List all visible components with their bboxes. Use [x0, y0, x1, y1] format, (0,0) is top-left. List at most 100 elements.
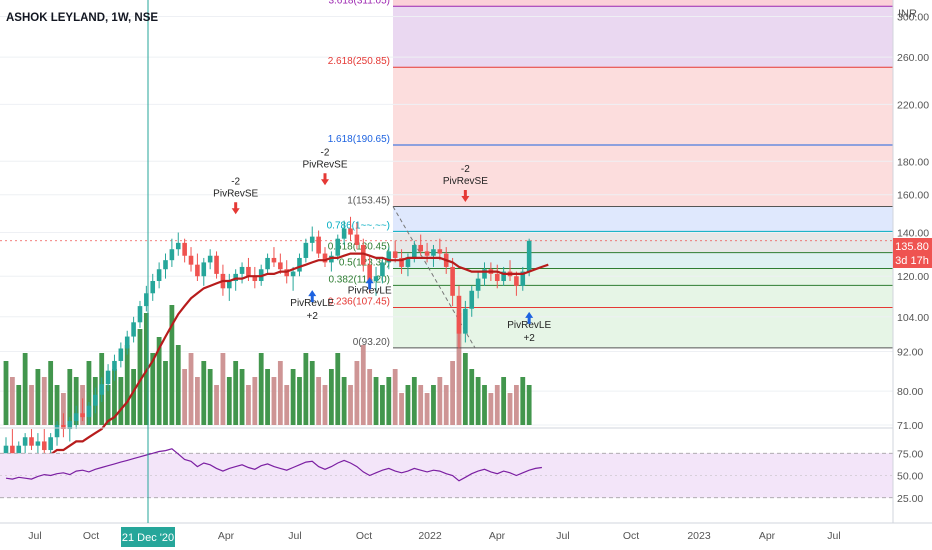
candle-body: [93, 394, 98, 406]
rsi-pane: [0, 427, 893, 499]
volume-bar: [424, 393, 430, 425]
volume-bar: [341, 377, 347, 425]
candle-body: [201, 262, 207, 277]
candle-body: [99, 384, 104, 395]
x-tick-label: Oct: [83, 530, 99, 542]
volume-bar: [360, 345, 366, 425]
candle-body: [252, 276, 258, 282]
volume-bar: [22, 353, 28, 425]
volume-bar: [284, 385, 290, 425]
volume-bar: [354, 361, 360, 425]
x-tick-label: Apr: [218, 530, 235, 542]
volume-bar: [175, 345, 181, 425]
x-tick-label: Jul: [28, 530, 41, 542]
volume-bar: [207, 369, 213, 425]
candle-body: [227, 281, 232, 289]
candle-body: [482, 269, 487, 279]
fib-zone: [393, 67, 893, 146]
candle-body: [195, 264, 200, 277]
volume-bar: [195, 377, 200, 425]
fib-label: 2.618(250.85): [328, 56, 390, 67]
price-tag-countdown: 3d 17h: [895, 255, 929, 267]
volume-bar: [188, 353, 194, 425]
volume-bar: [29, 385, 34, 425]
volume-bar: [124, 345, 130, 425]
volume-bar: [67, 369, 73, 425]
y-tick-label: 260.00: [897, 52, 929, 64]
candle-body: [124, 336, 130, 349]
signal-long: PivRevLE +2: [290, 290, 335, 322]
volume-bar: [3, 361, 9, 425]
arrow-down-icon: [231, 202, 240, 215]
candle-body: [150, 281, 156, 294]
volume-bar: [61, 393, 66, 425]
rsi-line: [5, 448, 542, 482]
candle-body: [214, 255, 219, 274]
volume-bar: [322, 385, 328, 425]
volume-bar: [118, 377, 124, 425]
volume-bar: [437, 377, 443, 425]
x-tick-label: Apr: [489, 530, 506, 542]
rsi-tick-label: 25.00: [897, 493, 923, 505]
signal-long: PivRevLE: [348, 277, 392, 296]
volume-bar: [443, 385, 449, 425]
candle-body: [169, 249, 175, 261]
candle-body: [392, 251, 398, 258]
ma-line: [6, 252, 549, 465]
arrow-up-icon: [365, 277, 374, 290]
volume-bar: [112, 369, 117, 425]
candle-body: [386, 251, 392, 263]
volume-bar: [335, 353, 341, 425]
volume-bar: [137, 329, 143, 425]
x-tick-label: Oct: [623, 530, 639, 542]
volume-bar: [156, 337, 162, 425]
signal-text: +2: [523, 333, 535, 344]
fib-zones: [393, 0, 893, 348]
candle-body: [271, 257, 277, 263]
arrow-up-icon: [525, 311, 534, 324]
candle-body: [405, 257, 411, 267]
candle-body: [341, 228, 347, 239]
candle-body: [67, 421, 73, 430]
volume-bar: [386, 377, 392, 425]
volume-bar: [418, 385, 424, 425]
volume-bar: [456, 313, 462, 425]
y-tick-label: 104.00: [897, 312, 929, 324]
x-tick-label: 2023: [687, 530, 711, 542]
candle-body: [131, 322, 136, 337]
volume-bar: [501, 377, 507, 425]
candle-body: [399, 257, 404, 267]
candle-body: [297, 257, 302, 272]
volume-bar: [290, 369, 296, 425]
volume-bar: [520, 377, 526, 425]
volume-bar: [526, 385, 532, 425]
volume-bar: [239, 369, 245, 425]
candle-body: [437, 249, 443, 254]
candle-body: [514, 276, 519, 286]
candle-body: [41, 441, 47, 451]
fib-label: 0(93.20): [353, 337, 390, 348]
volume-bar: [226, 377, 232, 425]
candle-body: [322, 253, 328, 263]
candle-body: [494, 273, 500, 282]
arrow-down-icon: [321, 173, 329, 186]
x-tick-label: Oct: [356, 530, 372, 542]
candle-body: [112, 360, 117, 371]
candle-body: [144, 293, 149, 307]
candle-body: [175, 242, 181, 250]
volume-bar: [258, 353, 264, 425]
candle-body: [348, 228, 353, 235]
candle-body: [48, 437, 53, 451]
x-tick-label: Jul: [827, 530, 840, 542]
volume-bar: [35, 369, 41, 425]
fib-zone-top: [393, 0, 893, 7]
candle-body: [137, 306, 143, 323]
signal-text: PivRevLE: [507, 320, 551, 331]
volume-bar: [431, 385, 436, 425]
signal-text: -2: [231, 176, 240, 187]
candle-body: [329, 255, 334, 263]
y-tick-label: 71.00: [897, 420, 923, 432]
